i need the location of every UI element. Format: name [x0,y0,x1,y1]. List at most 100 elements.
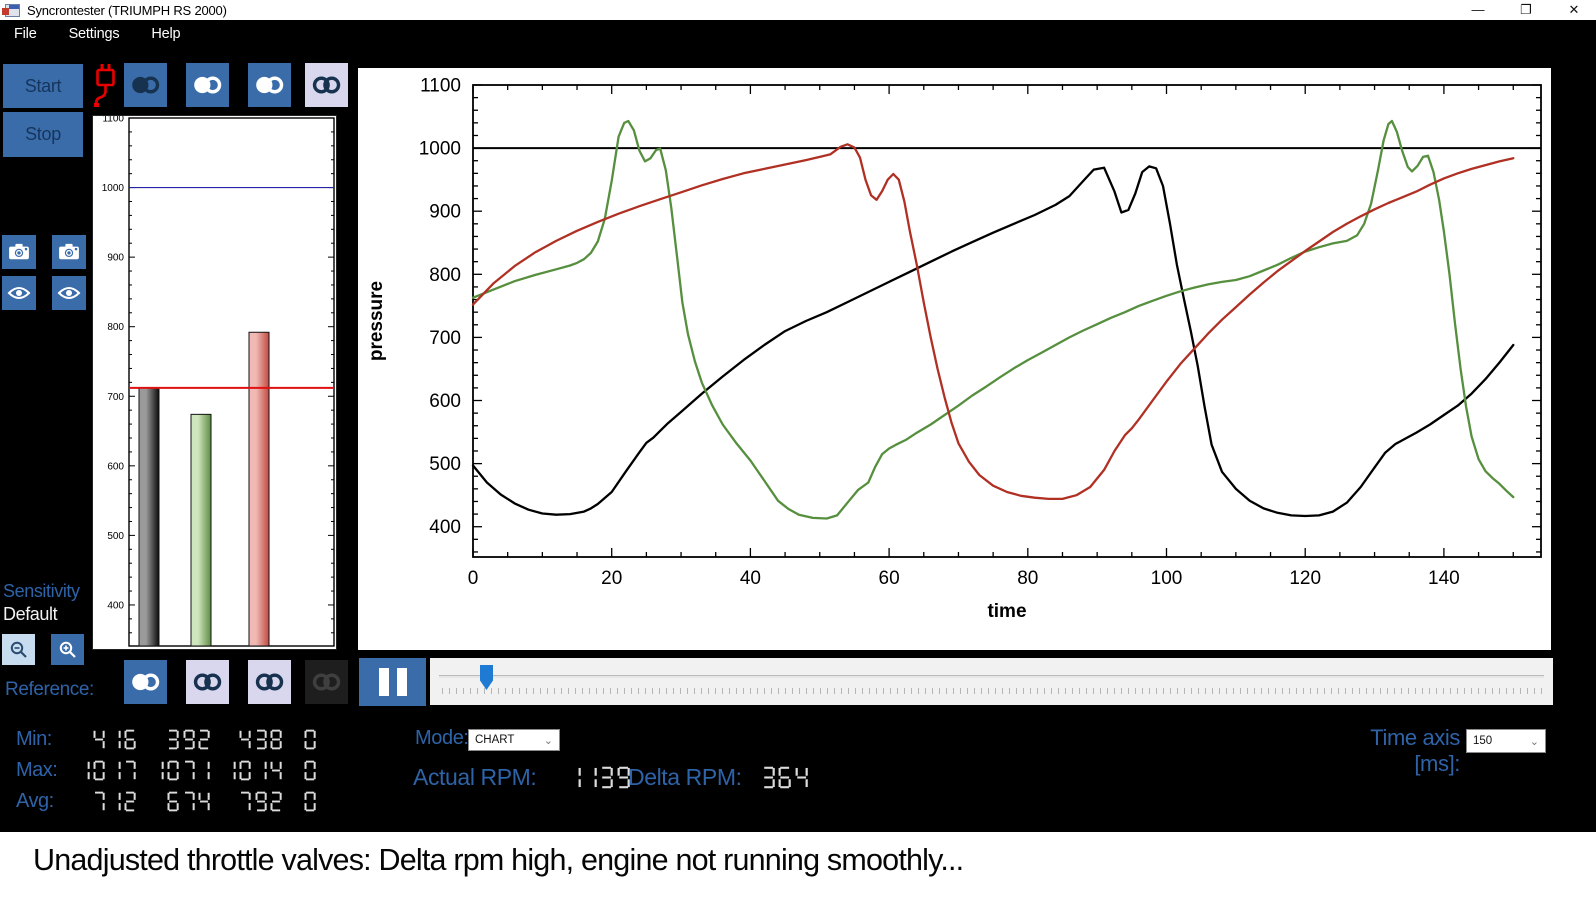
reference3-toggle-off-icon[interactable] [248,660,291,704]
svg-text:500: 500 [107,531,124,542]
minimize-button[interactable]: — [1471,2,1485,17]
snapshot1-button[interactable] [2,235,36,269]
series-cylinder-1 [471,165,1515,518]
timeline-slider[interactable] [430,658,1553,705]
restore-button[interactable]: ❐ [1520,2,1532,17]
app-icon [2,3,20,17]
svg-text:1000: 1000 [102,183,125,194]
close-button[interactable]: ✕ [1568,2,1580,17]
reference4-toggle-disabled-icon [305,660,348,704]
bar-gauge-panel: 400 500 600 700 800 900 1000 1100 [92,115,337,650]
svg-text:700: 700 [107,392,124,403]
channel4-toggle-off-icon[interactable] [305,63,348,107]
avg-value-3 [210,791,282,812]
eye-icon [7,285,31,301]
menu-file[interactable]: File [14,26,37,42]
mode-label: Mode: [415,727,469,749]
max-value-3 [210,760,282,781]
sensitivity-label: Sensitivity [3,581,80,601]
view1-button[interactable] [2,276,36,310]
max-value-1 [64,760,136,781]
avg-value-1 [64,791,136,812]
reference-label: Reference: [5,679,94,700]
caption-strip: Unadjusted throttle valves: Delta rpm hi… [0,832,1596,918]
svg-text:time: time [987,601,1026,622]
title-bar: Syncrontester (TRIUMPH RS 2000) — ❐ ✕ [0,0,1596,20]
zoom-out-icon [9,640,29,660]
svg-text:20: 20 [601,568,622,589]
sensitivity-value: Default [3,604,58,624]
svg-text:80: 80 [1017,568,1038,589]
reference2-toggle-off-icon[interactable] [186,660,229,704]
actual-rpm-label: Actual RPM: [413,764,537,790]
gauge-bar-cylinder-3 [248,331,270,647]
svg-text:900: 900 [107,253,124,264]
svg-text:400: 400 [107,600,124,611]
pause-button[interactable] [359,658,426,706]
stop-button[interactable]: Stop [3,112,83,157]
pressure-chart-panel: 0 20 40 60 80 100 120 140 400 500 600 700 800 900 1000… [358,68,1551,650]
svg-text:800: 800 [429,265,461,286]
slider-track[interactable] [439,675,1544,678]
svg-text:600: 600 [107,461,124,472]
time-axis-value: 150 [1473,735,1493,747]
mode-select[interactable]: CHART ⌄ [468,729,560,751]
channel3-toggle-on-icon[interactable] [248,63,291,107]
min-label: Min: [16,727,52,750]
max-value-2 [136,760,210,781]
camera-icon [8,243,30,261]
eye-icon [57,285,81,301]
status-caption: Unadjusted throttle valves: Delta rpm hi… [33,843,964,877]
svg-text:100: 100 [1151,568,1183,589]
mode-value: CHART [475,734,515,746]
main-area: Start Stop [0,48,1596,832]
slider-ticks [442,688,1543,694]
delta-rpm-label: Delta RPM: [628,764,742,790]
reference1-toggle-on-icon[interactable] [124,660,167,704]
svg-text:800: 800 [107,322,124,333]
min-value-2 [136,729,210,750]
slider-thumb[interactable] [480,665,493,690]
avg-value-2 [136,791,210,812]
line-chart-canvas: 0 20 40 60 80 100 120 140 400 500 600 700 800 900 1000… [366,76,1542,622]
bar-chart-canvas: 400 500 600 700 800 900 1000 1100 [102,116,335,647]
svg-text:140: 140 [1428,568,1460,589]
svg-text:700: 700 [429,328,461,349]
gauge-bar-cylinder-2 [190,413,212,647]
start-button[interactable]: Start [3,64,83,108]
chevron-down-icon: ⌄ [543,734,553,747]
zoom-out-button[interactable] [2,634,35,665]
max-value-4 [282,760,316,781]
svg-text:400: 400 [429,517,461,538]
svg-text:120: 120 [1289,568,1321,589]
svg-text:500: 500 [429,454,461,475]
pause-icon [378,668,407,696]
channel2-toggle-on-icon[interactable] [186,63,229,107]
time-axis-select[interactable]: 150 ⌄ [1466,729,1546,753]
snapshot2-button[interactable] [52,235,86,269]
window-title: Syncrontester (TRIUMPH RS 2000) [27,2,227,18]
min-value-3 [210,729,282,750]
menu-settings[interactable]: Settings [68,26,120,42]
usb-plug-icon [92,63,120,109]
svg-text:1100: 1100 [102,116,124,125]
chevron-down-icon: ⌄ [1529,735,1539,748]
avg-value-4 [282,791,316,812]
max-label: Max: [16,758,58,781]
view2-button[interactable] [52,276,86,310]
menu-bar: File Settings Help [0,20,1596,48]
actual-rpm-value [550,766,630,789]
svg-text:pressure: pressure [366,281,387,361]
series-cylinder-2 [471,119,1515,520]
camera-icon [58,243,80,261]
svg-text:60: 60 [879,568,900,589]
channel1-toggle-on-icon[interactable] [124,63,167,107]
svg-text:40: 40 [740,568,761,589]
svg-text:900: 900 [429,202,461,223]
menu-help[interactable]: Help [151,26,181,42]
svg-text:0: 0 [468,568,479,589]
time-axis-label: Time axis [ms]: [1370,725,1460,776]
gauge-bar-cylinder-1 [138,387,160,647]
zoom-in-button[interactable] [51,634,84,665]
